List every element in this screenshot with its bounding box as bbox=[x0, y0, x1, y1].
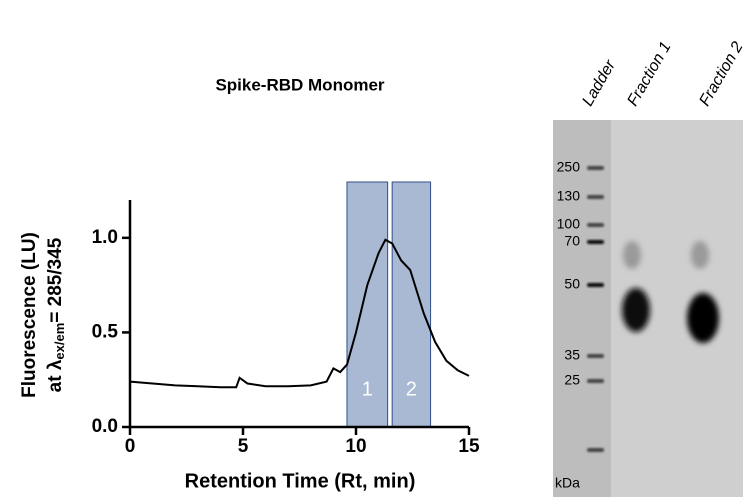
fraction-box bbox=[391, 181, 432, 428]
fraction-band bbox=[687, 293, 719, 343]
trace-line bbox=[129, 238, 470, 389]
fraction-label: 1 bbox=[362, 378, 373, 400]
y-axis-label: Fluorescence (LU) bbox=[19, 232, 40, 398]
marker-label: 25 bbox=[564, 372, 580, 388]
marker-label: 250 bbox=[557, 159, 581, 175]
faint-band bbox=[623, 241, 641, 269]
fraction-box bbox=[346, 181, 389, 428]
y-label-lead: at λ bbox=[45, 359, 66, 392]
ladder-band bbox=[587, 379, 604, 383]
y-tick-label: 1.0 bbox=[92, 227, 118, 248]
marker-label: 35 bbox=[564, 347, 580, 363]
x-tick-label: 0 bbox=[125, 436, 136, 457]
y-label-tail: = 285/345 bbox=[45, 237, 66, 322]
lane-label: Ladder bbox=[579, 57, 619, 109]
ladder-band bbox=[587, 195, 604, 199]
chart-title: Spike-RBD Monomer bbox=[215, 75, 384, 94]
y-tick-label: 0.0 bbox=[92, 416, 118, 437]
fraction-band bbox=[622, 288, 650, 332]
ladder-band bbox=[587, 354, 604, 358]
unit-label: kDa bbox=[555, 475, 580, 491]
x-tick-label: 15 bbox=[458, 436, 480, 457]
faint-band bbox=[691, 241, 709, 269]
ladder-band bbox=[587, 283, 604, 287]
x-tick-label: 10 bbox=[345, 436, 366, 457]
marker-label: 50 bbox=[564, 276, 580, 292]
x-tick-label: 5 bbox=[238, 436, 249, 457]
fraction-label: 2 bbox=[406, 378, 417, 400]
y-tick-label: 0.5 bbox=[92, 321, 119, 342]
y-axis-label-2: at λex/em= 285/345 bbox=[45, 237, 67, 392]
x-axis-label: Retention Time (Rt, min) bbox=[185, 470, 416, 492]
ladder-band bbox=[587, 448, 604, 452]
lane-label: Fraction 2 bbox=[696, 39, 743, 109]
marker-label: 70 bbox=[564, 233, 580, 249]
ladder-lane bbox=[553, 120, 611, 497]
marker-label: 100 bbox=[557, 216, 581, 232]
y-label-sub: ex/em bbox=[52, 323, 67, 360]
marker-label: 130 bbox=[557, 188, 581, 204]
lane-label: Fraction 1 bbox=[624, 39, 674, 109]
ladder-band bbox=[587, 223, 604, 227]
ladder-band bbox=[587, 240, 604, 244]
ladder-band bbox=[587, 166, 604, 170]
